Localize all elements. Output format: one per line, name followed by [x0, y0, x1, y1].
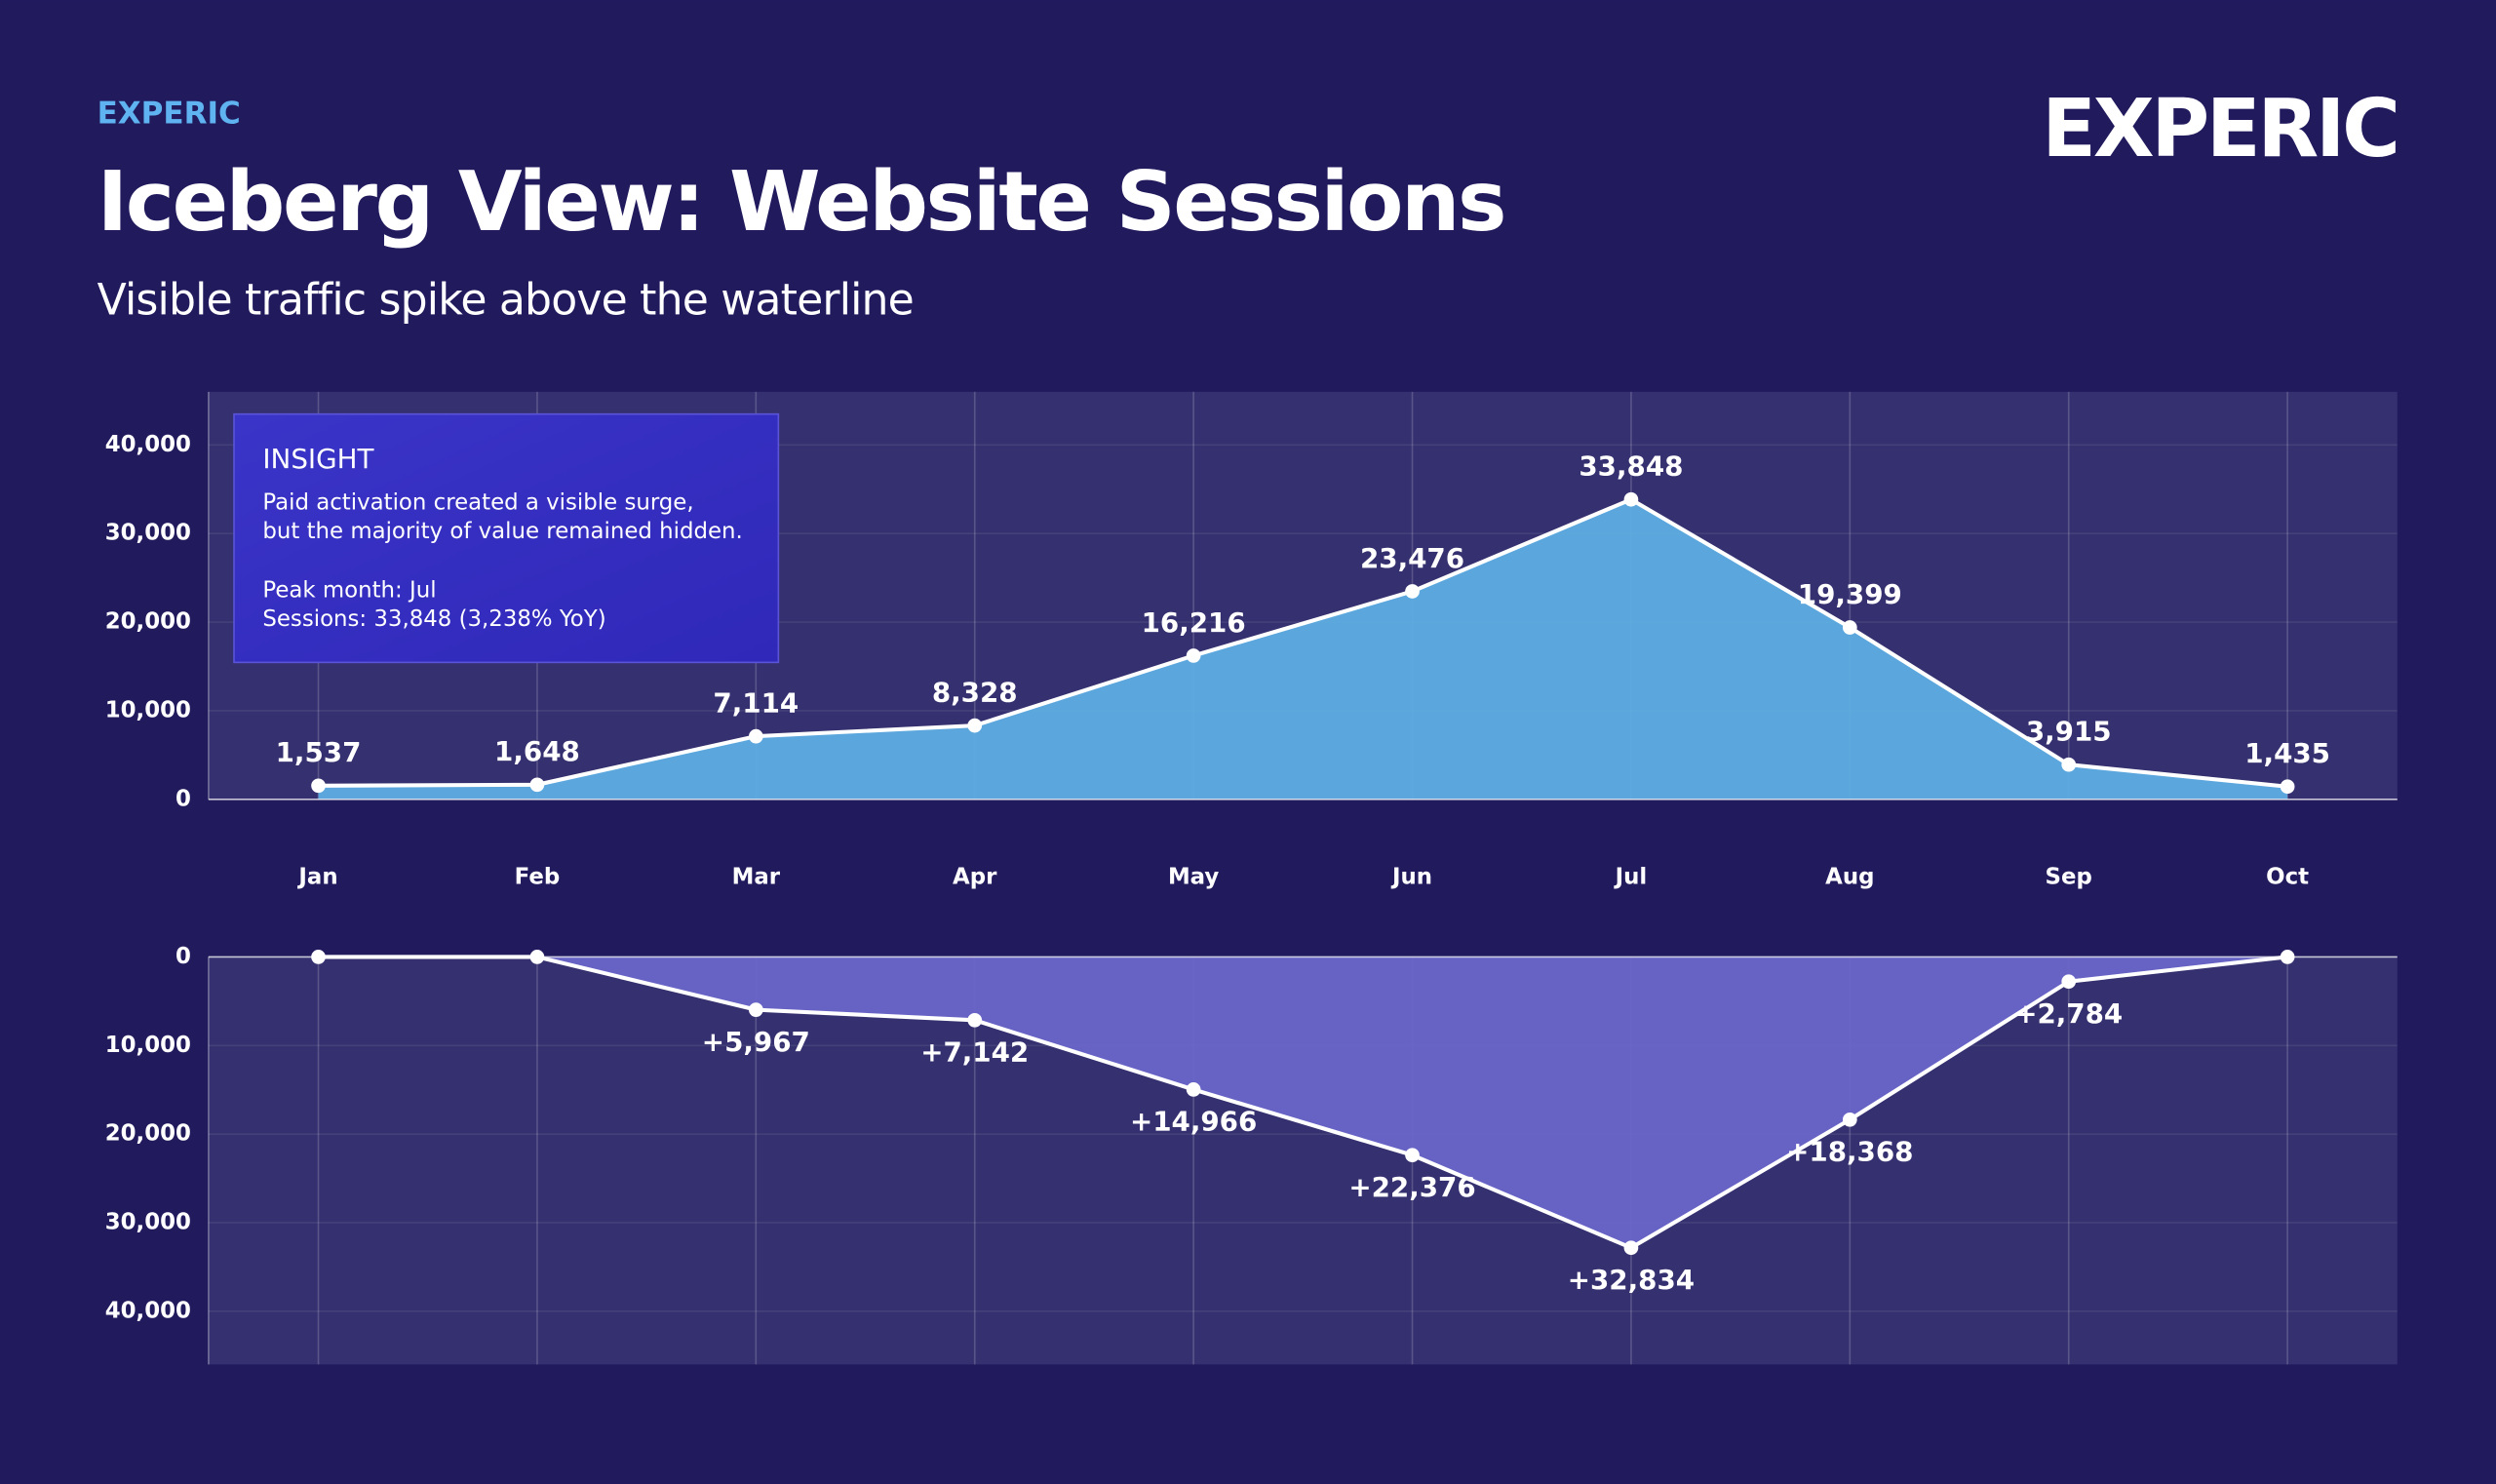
x-tick-label: Mar [732, 864, 781, 889]
value-label: 33,848 [1579, 450, 1683, 483]
point [1623, 491, 1639, 507]
insight-box: INSIGHT Paid activation created a visibl… [233, 412, 780, 664]
value-label: +7,142 [920, 1036, 1029, 1069]
line [318, 496, 2288, 789]
point [311, 950, 326, 964]
point [2061, 757, 2077, 772]
x-tick-label: Oct [2266, 864, 2309, 889]
insight-bg [233, 412, 780, 664]
value-label: +2,784 [2014, 997, 2123, 1030]
point [1842, 620, 1857, 635]
x-tick-label: Aug [1825, 864, 1874, 889]
title: Iceberg View: Website Sessions [98, 154, 1505, 251]
y-tick-label: 20,000 [105, 609, 191, 635]
value-label: 16,216 [1142, 606, 1246, 639]
insight-line: Peak month: Jul [262, 577, 436, 603]
y-tick-label: 20,000 [105, 1121, 191, 1147]
value-label: +18,368 [1786, 1136, 1913, 1168]
point [2280, 779, 2295, 795]
value-label: 3,915 [2026, 716, 2112, 748]
x-tick-label: Sep [2046, 864, 2092, 889]
point [529, 777, 545, 793]
x-tick-label: Apr [953, 864, 997, 889]
point [2061, 974, 2077, 990]
x-tick-label: Feb [515, 864, 561, 889]
point [967, 718, 983, 733]
point [311, 778, 326, 794]
y-tick-label: 0 [176, 786, 191, 811]
y-tick-label: 10,000 [105, 1033, 191, 1058]
point [529, 950, 545, 964]
y-tick-label: 40,000 [105, 432, 191, 457]
value-label: +22,376 [1348, 1171, 1475, 1203]
point [1186, 1082, 1201, 1097]
insight-line: Paid activation created a visible surge, [262, 490, 693, 516]
insight-line: but the majority of value remained hidde… [262, 519, 742, 544]
area [318, 957, 2288, 1248]
value-label: 1,648 [494, 735, 580, 767]
value-label: 1,435 [2244, 737, 2330, 769]
value-label: 23,476 [1360, 542, 1464, 574]
value-label: +14,966 [1130, 1106, 1257, 1138]
point [748, 728, 763, 744]
point [1405, 584, 1420, 599]
point [1842, 1112, 1857, 1127]
point [2280, 950, 2295, 964]
value-label: 19,399 [1798, 578, 1902, 610]
y-tick-label: 40,000 [105, 1298, 191, 1323]
insight-heading: INSIGHT [262, 443, 374, 475]
x-tick-label: May [1168, 864, 1219, 889]
value-label: 1,537 [276, 736, 362, 768]
area [318, 499, 2288, 800]
brand: EXPERIC [98, 97, 241, 132]
y-tick-label: 30,000 [105, 1209, 191, 1234]
point [1405, 1148, 1420, 1163]
point [748, 1002, 763, 1017]
y-tick-label: 30,000 [105, 521, 191, 546]
point [1186, 648, 1201, 663]
point [1623, 1240, 1639, 1256]
value-label: 7,114 [713, 686, 799, 719]
y-tick-label: 10,000 [105, 697, 191, 722]
y-tick-label: 0 [176, 944, 191, 969]
x-tick-label: Jul [1614, 864, 1648, 889]
point [967, 1012, 983, 1028]
insight-line: Sessions: 33,848 (3,238% YoY) [262, 606, 605, 632]
subtitle: Visible traffic spike above the waterlin… [98, 275, 914, 325]
x-tick-label: Jun [1390, 864, 1432, 889]
value-label: 8,328 [932, 676, 1018, 708]
value-label: +5,967 [702, 1026, 810, 1058]
line [318, 955, 2288, 1251]
x-tick-label: Jan [296, 864, 337, 889]
logo: EXPERIC [2042, 83, 2398, 176]
value-label: +32,834 [1568, 1264, 1695, 1296]
